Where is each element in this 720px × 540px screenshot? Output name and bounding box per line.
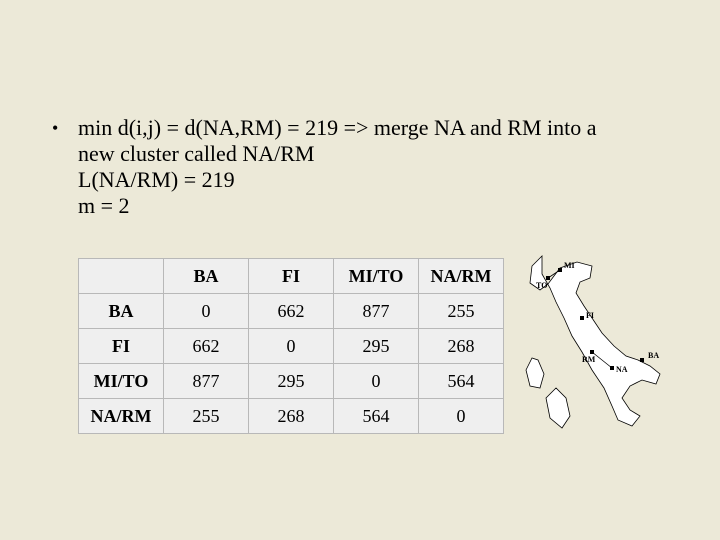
table-cell: 877	[164, 364, 249, 399]
table-cell: 255	[419, 294, 504, 329]
table-rowhead: BA	[79, 294, 164, 329]
table-cell: 877	[334, 294, 419, 329]
bullet-marker: •	[52, 115, 78, 141]
table-row: FI 662 0 295 268	[79, 329, 504, 364]
italy-map: MI TO FI RM NA BA	[522, 238, 682, 443]
table-row: MI/TO 877 295 0 564	[79, 364, 504, 399]
bullet-item: • min d(i,j) = d(NA,RM) = 219 => merge N…	[52, 115, 612, 219]
table-header-cell: MI/TO	[334, 259, 419, 294]
table-cell: 268	[249, 399, 334, 434]
table-rowhead: MI/TO	[79, 364, 164, 399]
table-header-cell	[79, 259, 164, 294]
lower-content: BA FI MI/TO NA/RM BA 0 662 877 255 FI 66…	[78, 258, 682, 443]
table-cell: 255	[164, 399, 249, 434]
table-cell: 0	[334, 364, 419, 399]
bullet-block: • min d(i,j) = d(NA,RM) = 219 => merge N…	[52, 115, 612, 219]
table-header-cell: BA	[164, 259, 249, 294]
table-cell: 564	[334, 399, 419, 434]
table-cell: 0	[419, 399, 504, 434]
bullet-line-1: min d(i,j) = d(NA,RM) = 219 => merge NA …	[78, 115, 597, 140]
table-cell: 0	[249, 329, 334, 364]
map-label-rm: RM	[582, 355, 596, 364]
slide: • min d(i,j) = d(NA,RM) = 219 => merge N…	[0, 0, 720, 540]
table-row: NA/RM 255 268 564 0	[79, 399, 504, 434]
table-cell: 268	[419, 329, 504, 364]
table-rowhead: NA/RM	[79, 399, 164, 434]
bullet-text: min d(i,j) = d(NA,RM) = 219 => merge NA …	[78, 115, 612, 219]
table-cell: 662	[164, 329, 249, 364]
table-rowhead: FI	[79, 329, 164, 364]
table-header-cell: NA/RM	[419, 259, 504, 294]
table-header-row: BA FI MI/TO NA/RM	[79, 259, 504, 294]
bullet-line-2: new cluster called NA/RM	[78, 141, 314, 166]
map-label-na: NA	[616, 365, 628, 374]
table-cell: 564	[419, 364, 504, 399]
map-label-fi: FI	[586, 311, 594, 320]
bullet-line-3: L(NA/RM) = 219	[78, 167, 235, 192]
table-cell: 295	[249, 364, 334, 399]
table-cell: 662	[249, 294, 334, 329]
distance-table: BA FI MI/TO NA/RM BA 0 662 877 255 FI 66…	[78, 258, 504, 434]
table-cell: 295	[334, 329, 419, 364]
map-label-to: TO	[536, 281, 547, 290]
bullet-line-4: m = 2	[78, 193, 130, 218]
table-cell: 0	[164, 294, 249, 329]
map-label-mi: MI	[564, 261, 575, 270]
table-row: BA 0 662 877 255	[79, 294, 504, 329]
map-label-ba: BA	[648, 351, 659, 360]
table-header-cell: FI	[249, 259, 334, 294]
